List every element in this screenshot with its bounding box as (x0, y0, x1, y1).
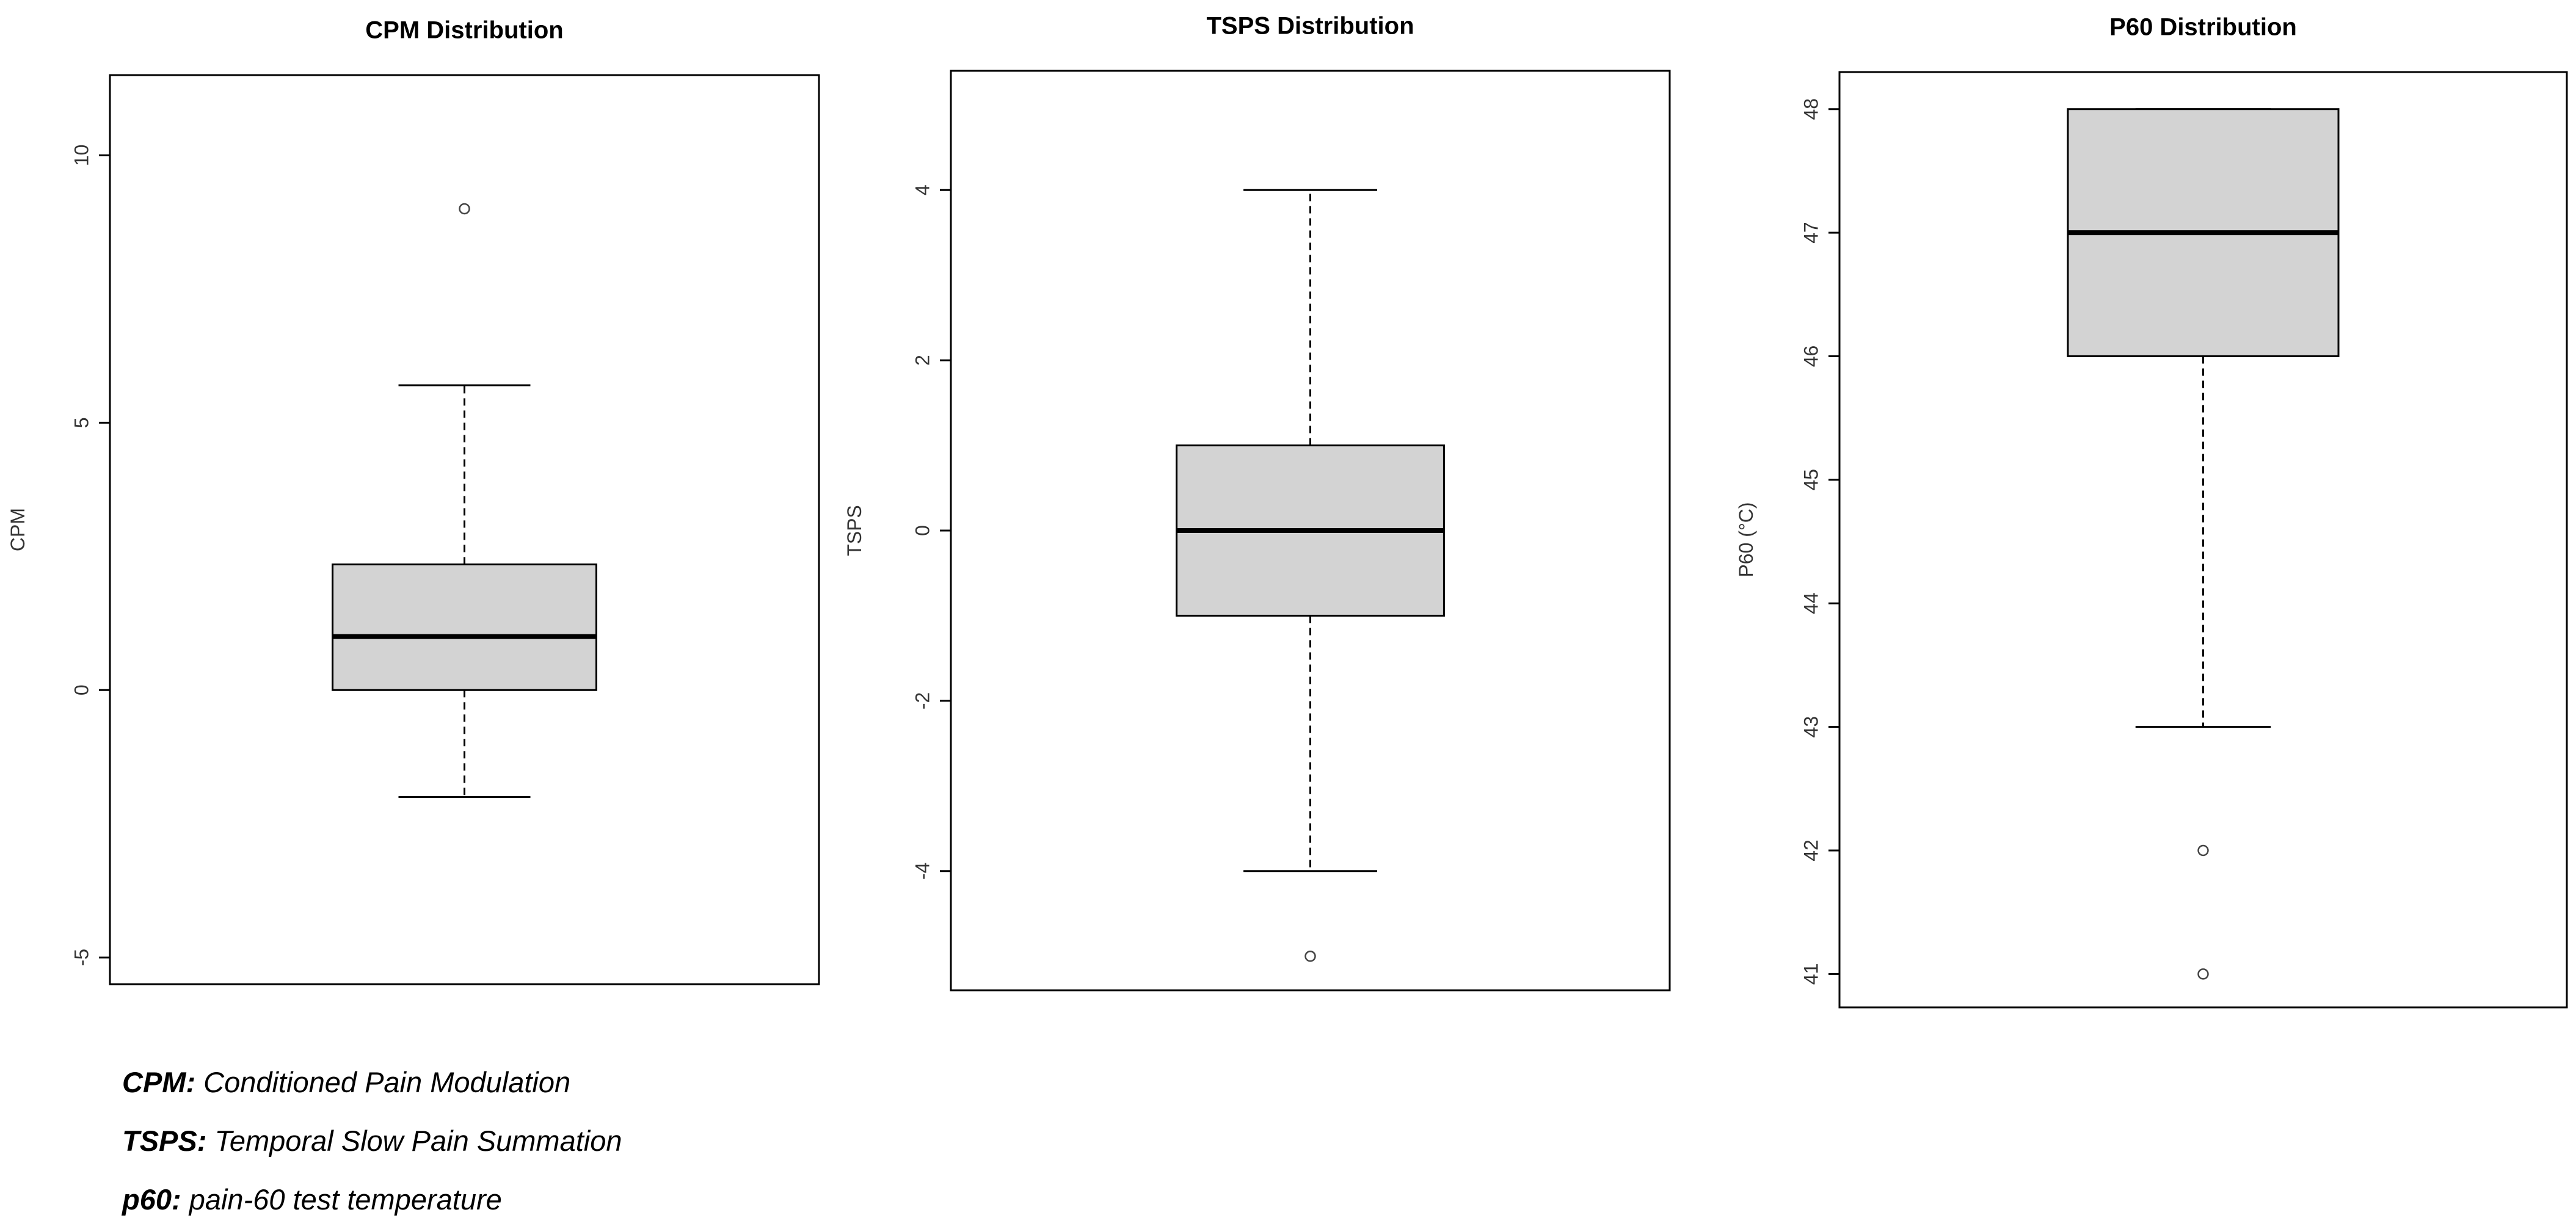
y-tick-label: 0 (911, 525, 933, 536)
y-tick-label: -2 (911, 692, 933, 709)
y-axis-label: P60 (°C) (1735, 502, 1757, 577)
y-tick-label: 2 (911, 355, 933, 366)
legend-description: pain-60 test temperature (189, 1183, 502, 1216)
y-tick-label: 10 (70, 145, 92, 167)
y-tick-label: 45 (1800, 469, 1822, 491)
y-tick-label: 4 (911, 184, 933, 195)
legend-row-tsps: TSPS: Temporal Slow Pain Summation (122, 1112, 622, 1170)
y-tick-label: 47 (1800, 222, 1822, 244)
outlier-point (1304, 950, 1316, 962)
legend-description: Temporal Slow Pain Summation (214, 1125, 622, 1157)
y-tick-label: 44 (1800, 592, 1822, 614)
chart-title: TSPS Distribution (1207, 13, 1414, 40)
outlier-point (2197, 968, 2209, 980)
y-tick-label: 46 (1800, 346, 1822, 368)
outlier-point (2197, 844, 2209, 857)
legend-description: Conditioned Pain Modulation (203, 1066, 571, 1098)
y-tick-label: 5 (70, 417, 92, 428)
iqr-box (332, 563, 597, 691)
legend-term: CPM: (122, 1066, 196, 1098)
legend-term: TSPS: (122, 1125, 207, 1157)
y-tick-label: 0 (70, 684, 92, 695)
plot-frame (1838, 71, 2568, 1009)
y-axis-label: TSPS (843, 505, 865, 556)
chart-title: P60 Distribution (2109, 14, 2297, 41)
abbreviation-legend: CPM: Conditioned Pain Modulation TSPS: T… (122, 1053, 622, 1229)
legend-row-p60: p60: pain-60 test temperature (122, 1170, 622, 1229)
y-tick-label: -4 (911, 863, 933, 880)
y-tick-label: -5 (70, 949, 92, 966)
legend-term: p60: (122, 1183, 181, 1216)
y-tick-label: 42 (1800, 839, 1822, 861)
y-axis-label: CPM (7, 508, 29, 551)
legend-row-cpm: CPM: Conditioned Pain Modulation (122, 1053, 622, 1112)
y-tick-label: 48 (1800, 98, 1822, 120)
y-tick-label: 41 (1800, 963, 1822, 985)
plot-frame (109, 74, 820, 985)
outlier-point (459, 203, 470, 215)
chart-title: CPM Distribution (365, 17, 563, 44)
y-tick-label: 43 (1800, 716, 1822, 738)
